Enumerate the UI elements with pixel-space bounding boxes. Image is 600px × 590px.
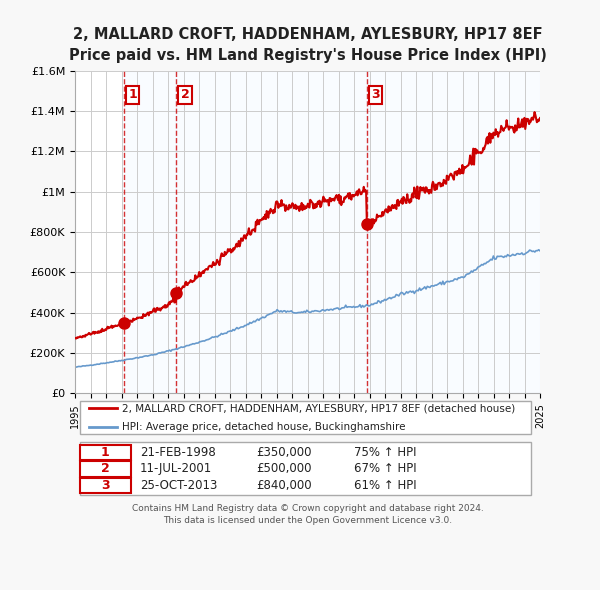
Text: 3: 3 [371,88,380,101]
Text: 11-JUL-2001: 11-JUL-2001 [140,463,212,476]
FancyBboxPatch shape [80,445,131,460]
Text: 3: 3 [101,479,110,492]
Text: This data is licensed under the Open Government Licence v3.0.: This data is licensed under the Open Gov… [163,516,452,525]
Bar [367,71,540,394]
Text: HPI: Average price, detached house, Buckinghamshire: HPI: Average price, detached house, Buck… [121,422,405,431]
Text: 25-OCT-2013: 25-OCT-2013 [140,479,217,492]
Text: £500,000: £500,000 [256,463,312,476]
FancyBboxPatch shape [80,442,531,496]
FancyBboxPatch shape [80,478,131,493]
Text: 2: 2 [181,88,190,101]
Text: 1: 1 [128,88,137,101]
Text: Contains HM Land Registry data © Crown copyright and database right 2024.: Contains HM Land Registry data © Crown c… [131,504,484,513]
Bar [176,71,367,394]
Text: 21-FEB-1998: 21-FEB-1998 [140,446,216,459]
Text: £840,000: £840,000 [256,479,312,492]
Text: 2, MALLARD CROFT, HADDENHAM, AYLESBURY, HP17 8EF (detached house): 2, MALLARD CROFT, HADDENHAM, AYLESBURY, … [121,403,515,413]
Text: £350,000: £350,000 [256,446,312,459]
FancyBboxPatch shape [80,461,131,477]
Text: 2: 2 [101,463,110,476]
Title: 2, MALLARD CROFT, HADDENHAM, AYLESBURY, HP17 8EF
Price paid vs. HM Land Registry: 2, MALLARD CROFT, HADDENHAM, AYLESBURY, … [68,27,547,63]
Text: 61% ↑ HPI: 61% ↑ HPI [354,479,416,492]
Text: 75% ↑ HPI: 75% ↑ HPI [354,446,416,459]
FancyBboxPatch shape [80,401,531,434]
Text: 1: 1 [101,446,110,459]
Bar [124,71,176,394]
Text: 67% ↑ HPI: 67% ↑ HPI [354,463,416,476]
